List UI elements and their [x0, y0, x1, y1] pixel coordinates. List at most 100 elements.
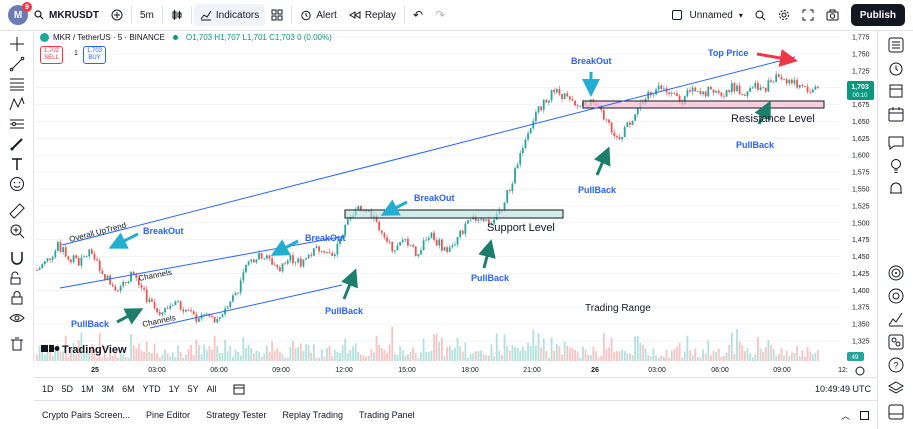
candle-body: [801, 85, 804, 87]
resistance-zone: [582, 100, 825, 109]
pattern-icon[interactable]: [9, 96, 25, 112]
quick-search-button[interactable]: [749, 4, 772, 26]
layouts-button[interactable]: [265, 4, 289, 26]
panel-tab[interactable]: Replay Trading: [282, 410, 343, 420]
candle-body: [574, 100, 576, 106]
volume-bar: [365, 356, 368, 361]
alarm-clock-icon[interactable]: [887, 59, 905, 77]
candle-body: [422, 240, 425, 251]
crosshair-icon[interactable]: [9, 36, 25, 52]
symbol-search[interactable]: MKRUSDT: [28, 4, 105, 26]
collapse-panel-icon[interactable]: ︿: [840, 410, 850, 421]
panel-tab[interactable]: Pine Editor: [146, 410, 191, 420]
lock-drawing-icon[interactable]: [9, 270, 25, 286]
settings-button[interactable]: [772, 4, 796, 26]
indicators-button[interactable]: Indicators: [193, 4, 266, 26]
brush-icon[interactable]: [9, 136, 25, 152]
range-button-6m[interactable]: 6M: [122, 383, 135, 394]
candle-body: [454, 244, 456, 246]
ideas-icon[interactable]: [887, 157, 905, 175]
undo-button[interactable]: ↶: [407, 4, 429, 26]
magnet-icon[interactable]: [9, 250, 25, 266]
volume-bar: [326, 348, 328, 361]
trading-range-label: Trading Range: [585, 303, 651, 314]
chat-icon[interactable]: [887, 134, 905, 152]
range-button-1d[interactable]: 1D: [42, 383, 54, 394]
range-button-5y[interactable]: 5Y: [187, 383, 199, 394]
volume-bar: [568, 347, 571, 361]
volume-bar: [738, 341, 741, 361]
candle-body: [297, 258, 300, 263]
layers-icon[interactable]: [887, 379, 905, 397]
candle-body: [602, 110, 605, 120]
panel-tab[interactable]: Crypto Pairs Screen...: [42, 410, 131, 420]
volume-bar: [111, 355, 114, 361]
pulse-icon[interactable]: [887, 310, 905, 328]
trash-icon[interactable]: [9, 336, 25, 352]
fib-retracement-icon[interactable]: [9, 76, 25, 92]
text-icon[interactable]: [9, 156, 25, 172]
notifications-icon[interactable]: [887, 180, 905, 198]
volume-bar: [621, 349, 623, 361]
candle-body: [252, 259, 255, 263]
zoom-in-icon[interactable]: [9, 223, 25, 239]
range-button-all[interactable]: All: [206, 383, 217, 394]
panel-tab[interactable]: Trading Panel: [358, 410, 415, 420]
buy-button[interactable]: 1,703 BUY: [83, 46, 107, 65]
time-axis[interactable]: 25 03:00 06:00 09:00 12:00 15:00 18:00 21:00 26 0…: [91, 367, 848, 374]
snapshot-button[interactable]: [820, 4, 845, 26]
lock-icon[interactable]: [9, 290, 25, 306]
volume-bar: [420, 352, 422, 361]
price-chart[interactable]: Overall UpTrend Channels Channels BreakO…: [0, 0, 877, 376]
volume-bar: [770, 344, 772, 361]
candle-body: [80, 257, 83, 266]
publish-button[interactable]: Publish: [850, 4, 905, 26]
forecast-icon[interactable]: [9, 116, 25, 132]
volume-bar: [461, 351, 464, 361]
watchlist-icon[interactable]: [887, 36, 905, 54]
user-avatar[interactable]: M 9: [8, 2, 32, 25]
range-button-1y[interactable]: 1Y: [168, 383, 180, 394]
maximize-panel-icon[interactable]: [860, 410, 869, 420]
volume-bar: [294, 348, 297, 361]
target-icon[interactable]: [887, 264, 905, 282]
candle-body: [757, 82, 759, 90]
emoji-icon[interactable]: [9, 176, 25, 192]
volume-bar: [38, 345, 41, 361]
volume-bar: [352, 346, 354, 361]
layout-menu[interactable]: Unnamed ▾: [666, 4, 749, 26]
replay-button[interactable]: Replay: [343, 4, 402, 26]
trendline-icon[interactable]: [9, 56, 25, 72]
calendar-icon[interactable]: [887, 105, 905, 123]
ruler-icon[interactable]: [9, 203, 25, 219]
help-icon[interactable]: ?: [887, 356, 905, 374]
candle-body: [281, 263, 284, 272]
range-button-3m[interactable]: 3M: [101, 383, 115, 394]
time-tick-label: 09:00: [773, 367, 791, 374]
redo-button[interactable]: ↷: [429, 4, 451, 26]
utc-clock[interactable]: 10:49:49 UTC: [814, 383, 871, 394]
go-to-date-icon[interactable]: [233, 383, 245, 395]
interval-button[interactable]: 5m: [134, 4, 160, 26]
volume-bar: [579, 357, 582, 361]
volume-bar: [386, 352, 388, 361]
sell-button[interactable]: 1,702 SELL: [40, 46, 64, 65]
range-button-1m[interactable]: 1M: [81, 383, 94, 394]
range-button-ytd[interactable]: YTD: [142, 383, 161, 394]
axis-settings-button[interactable]: [855, 366, 865, 376]
compare-button[interactable]: [105, 4, 129, 26]
alert-button[interactable]: Alert: [294, 4, 343, 26]
data-window-icon[interactable]: [887, 82, 905, 100]
range-button-5d[interactable]: 5D: [61, 383, 74, 394]
screener-icon[interactable]: [887, 333, 905, 351]
ideas-stream-icon[interactable]: [887, 287, 905, 305]
fullscreen-button[interactable]: [796, 4, 820, 26]
chart-type-button[interactable]: [165, 4, 189, 26]
eye-icon[interactable]: [9, 310, 25, 326]
volume-bar: [597, 357, 600, 361]
panel-tab[interactable]: Strategy Tester: [206, 410, 267, 420]
volume-bar: [626, 353, 629, 361]
candle-body: [811, 89, 814, 93]
volume-bar: [359, 354, 362, 361]
panel-layout-icon[interactable]: [887, 403, 905, 421]
